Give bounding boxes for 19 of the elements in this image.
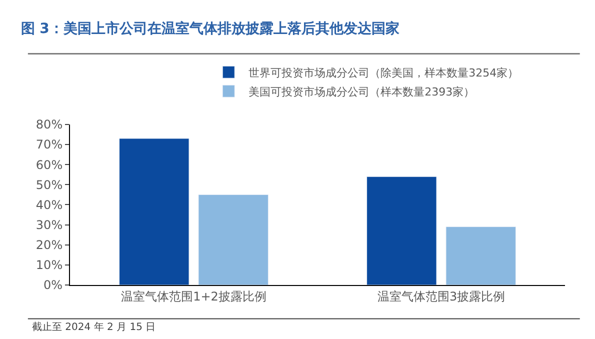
- y-tick-label: 20%: [36, 238, 63, 252]
- y-tick-label: 10%: [36, 258, 63, 272]
- y-tick-label: 50%: [36, 178, 63, 192]
- x-tick-label: 温室气体范围1+2披露比例: [121, 289, 266, 304]
- x-tick-label: 温室气体范围3披露比例: [377, 289, 506, 304]
- y-tick-label: 40%: [36, 198, 63, 212]
- text: 截止至 2024 年 2 月 15 日: [32, 321, 156, 333]
- legend-label: 美国可投资市场成分公司（样本数量2393家）: [248, 85, 475, 98]
- legend-label: 世界可投资市场成分公司（除美国，样本数量3254家）: [248, 66, 519, 80]
- bar: [366, 176, 437, 285]
- bar: [198, 194, 268, 285]
- y-tick-label: 70%: [36, 138, 63, 152]
- y-tick-label: 30%: [36, 218, 63, 232]
- y-tick-label: 0%: [44, 278, 63, 292]
- chart-title: 图 3：美国上市公司在温室气体排放披露上落后其他发达国家: [20, 20, 400, 37]
- y-tick-label: 80%: [36, 118, 63, 132]
- bar: [119, 138, 190, 285]
- y-tick-label: 60%: [36, 158, 63, 172]
- bar: [446, 226, 516, 285]
